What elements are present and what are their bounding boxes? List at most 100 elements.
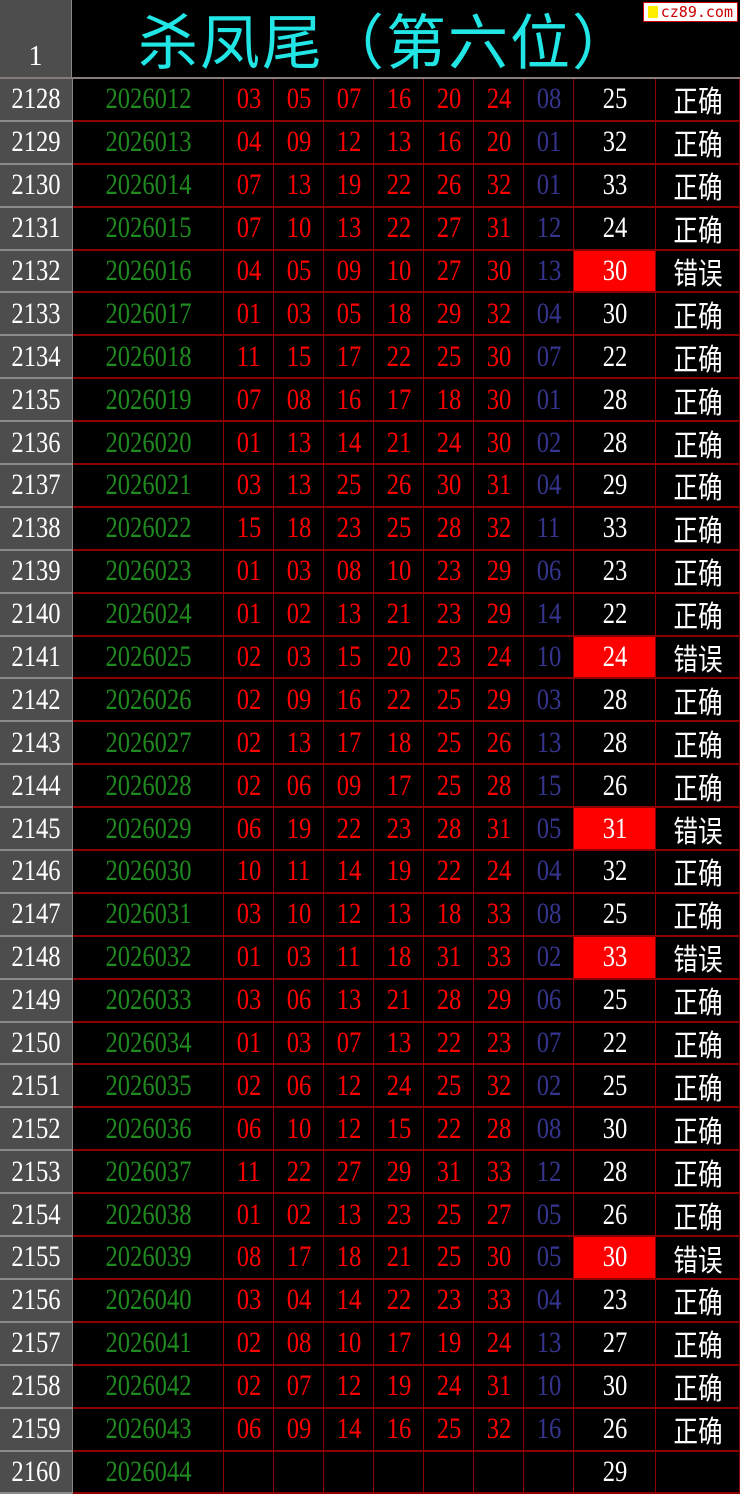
row-header[interactable]: 2156 [0, 1280, 73, 1323]
status-cell[interactable]: 错误 [656, 637, 740, 680]
value-cell[interactable]: 29 [574, 1452, 656, 1494]
issue-cell[interactable]: 2026040 [73, 1280, 224, 1323]
number-cell[interactable]: 16 [374, 1409, 424, 1452]
special-number-cell[interactable]: 06 [524, 980, 574, 1023]
number-cell[interactable]: 03 [274, 1023, 324, 1066]
issue-cell[interactable]: 2026038 [73, 1194, 224, 1237]
issue-cell[interactable]: 2026035 [73, 1065, 224, 1108]
row-header[interactable]: 2155 [0, 1237, 73, 1280]
number-cell[interactable]: 14 [324, 1409, 374, 1452]
number-cell[interactable]: 13 [274, 422, 324, 465]
row-header[interactable]: 2144 [0, 765, 73, 808]
status-cell[interactable]: 正确 [656, 79, 740, 122]
number-cell[interactable]: 33 [474, 894, 524, 937]
issue-cell[interactable]: 2026013 [73, 122, 224, 165]
number-cell[interactable]: 08 [274, 1323, 324, 1366]
number-cell[interactable]: 24 [474, 79, 524, 122]
special-number-cell[interactable]: 05 [524, 1194, 574, 1237]
number-cell[interactable]: 07 [274, 1366, 324, 1409]
number-cell[interactable]: 31 [474, 808, 524, 851]
row-header[interactable]: 2141 [0, 637, 73, 680]
number-cell[interactable]: 12 [324, 1108, 374, 1151]
number-cell[interactable]: 24 [424, 422, 474, 465]
number-cell[interactable]: 23 [324, 508, 374, 551]
number-cell[interactable]: 23 [424, 1280, 474, 1323]
special-number-cell[interactable]: 06 [524, 551, 574, 594]
value-cell[interactable]: 24 [574, 208, 656, 251]
row-header[interactable]: 2142 [0, 679, 73, 722]
row-header[interactable]: 2137 [0, 465, 73, 508]
number-cell[interactable]: 08 [274, 379, 324, 422]
issue-cell[interactable]: 2026022 [73, 508, 224, 551]
number-cell[interactable]: 28 [424, 508, 474, 551]
number-cell[interactable]: 16 [324, 679, 374, 722]
number-cell[interactable]: 27 [424, 208, 474, 251]
number-cell[interactable]: 02 [274, 1194, 324, 1237]
value-cell[interactable]: 28 [574, 679, 656, 722]
value-cell[interactable]: 29 [574, 465, 656, 508]
row-header-1[interactable]: 1 [0, 0, 72, 77]
value-cell[interactable]: 33 [574, 937, 656, 980]
row-header[interactable]: 2152 [0, 1108, 73, 1151]
row-header[interactable]: 2146 [0, 851, 73, 894]
special-number-cell[interactable]: 02 [524, 1065, 574, 1108]
number-cell[interactable]: 25 [424, 1065, 474, 1108]
number-cell[interactable]: 28 [424, 808, 474, 851]
number-cell[interactable]: 31 [474, 1366, 524, 1409]
number-cell[interactable]: 25 [424, 722, 474, 765]
special-number-cell[interactable]: 08 [524, 79, 574, 122]
status-cell[interactable]: 正确 [656, 1366, 740, 1409]
number-cell[interactable]: 03 [224, 79, 274, 122]
status-cell[interactable]: 错误 [656, 808, 740, 851]
number-cell[interactable]: 17 [324, 722, 374, 765]
number-cell[interactable]: 03 [274, 637, 324, 680]
number-cell[interactable]: 09 [274, 1409, 324, 1452]
number-cell[interactable]: 25 [374, 508, 424, 551]
issue-cell[interactable]: 2026014 [73, 165, 224, 208]
number-cell[interactable]: 20 [374, 637, 424, 680]
number-cell[interactable]: 18 [424, 894, 474, 937]
number-cell[interactable]: 05 [324, 293, 374, 336]
number-cell[interactable]: 03 [274, 293, 324, 336]
number-cell[interactable]: 02 [224, 637, 274, 680]
status-cell[interactable]: 正确 [656, 722, 740, 765]
number-cell[interactable]: 14 [324, 422, 374, 465]
number-cell[interactable]: 07 [224, 165, 274, 208]
number-cell[interactable]: 32 [474, 293, 524, 336]
value-cell[interactable]: 25 [574, 980, 656, 1023]
number-cell[interactable]: 10 [274, 894, 324, 937]
special-number-cell[interactable]: 01 [524, 379, 574, 422]
number-cell[interactable]: 18 [274, 508, 324, 551]
number-cell[interactable]: 17 [374, 765, 424, 808]
number-cell[interactable]: 26 [374, 465, 424, 508]
number-cell[interactable]: 10 [374, 551, 424, 594]
row-header[interactable]: 2128 [0, 79, 73, 122]
number-cell[interactable]: 01 [224, 937, 274, 980]
number-cell[interactable]: 25 [424, 765, 474, 808]
number-cell[interactable]: 23 [474, 1023, 524, 1066]
number-cell[interactable]: 19 [424, 1323, 474, 1366]
number-cell[interactable]: 24 [374, 1065, 424, 1108]
special-number-cell[interactable]: 08 [524, 1108, 574, 1151]
number-cell[interactable]: 13 [324, 1194, 374, 1237]
issue-cell[interactable]: 2026026 [73, 679, 224, 722]
special-number-cell[interactable]: 01 [524, 122, 574, 165]
special-number-cell[interactable]: 02 [524, 422, 574, 465]
number-cell[interactable]: 06 [224, 1108, 274, 1151]
issue-cell[interactable]: 2026017 [73, 293, 224, 336]
status-cell[interactable]: 正确 [656, 765, 740, 808]
value-cell[interactable]: 28 [574, 379, 656, 422]
value-cell[interactable]: 26 [574, 765, 656, 808]
number-cell[interactable]: 18 [324, 1237, 374, 1280]
issue-cell[interactable]: 2026016 [73, 251, 224, 294]
row-header[interactable]: 2138 [0, 508, 73, 551]
issue-cell[interactable]: 2026021 [73, 465, 224, 508]
issue-cell[interactable]: 2026012 [73, 79, 224, 122]
special-number-cell[interactable]: 05 [524, 1237, 574, 1280]
special-number-cell[interactable]: 04 [524, 293, 574, 336]
status-cell[interactable]: 正确 [656, 122, 740, 165]
issue-cell[interactable]: 2026020 [73, 422, 224, 465]
value-cell[interactable]: 25 [574, 79, 656, 122]
number-cell[interactable]: 30 [474, 251, 524, 294]
number-cell[interactable]: 32 [474, 508, 524, 551]
